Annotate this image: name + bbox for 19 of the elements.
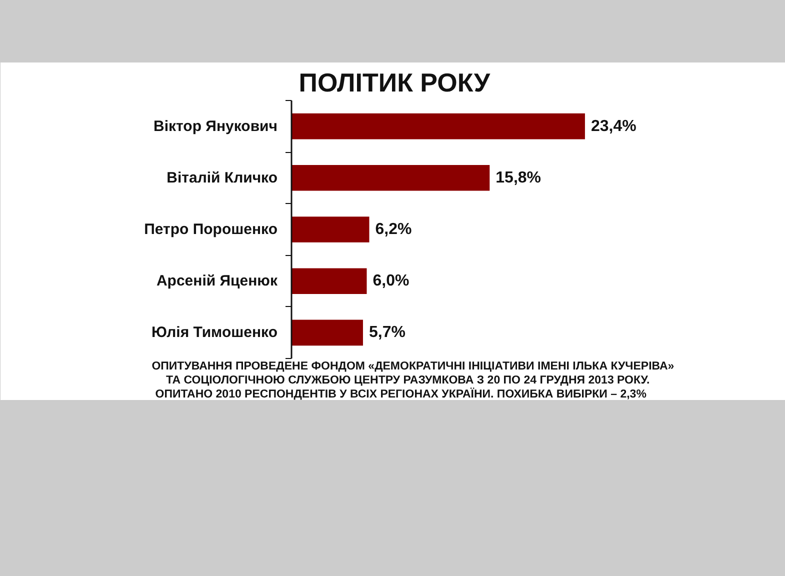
data-label: 15,8% [496,169,542,186]
y-tick-label: Віталій Кличко [166,169,278,186]
data-label: 5,7% [368,324,406,342]
text: ОПИТУВАННЯ ПРОВЕДЕНЕ ФОНДОМ «ДЕМОКРАТИЧНІ ІНІЦІАТИВИ ІМЕНІ ІЛЬКА КУЧЕРІВА» [152,360,674,372]
y-tick-label: Арсеній Яценюк [156,272,278,290]
data-label: 23,4% [590,118,636,135]
data-label: 6,2% [375,221,412,238]
chart-title: ПОЛІТИК РОКУ [298,68,491,98]
y-tick-label: Юлія Тимошенко [152,324,278,342]
text: ОПИТАНО 2010 РЕСПОНДЕНТІВ У ВСІХ РЕГІОНАХ УКРАЇНИ. ПОХИБКА ВИБІРКИ – 2,3% [155,388,646,400]
data-label: 6,0% [372,272,410,290]
bar [292,165,490,191]
y-tick-label: Петро Порошенко [144,221,278,238]
bar [292,320,363,346]
bar [292,268,367,294]
y-tick-label: Віктор Янукович [154,118,278,135]
text: ТА СОЦІОЛОГІЧНОЮ СЛУЖБОЮ ЦЕНТРУ РАЗУМКОВА З 20 ПО 24 ГРУДНЯ 2013 РОКУ. [166,374,650,386]
bar [292,113,585,140]
bar [292,216,370,242]
